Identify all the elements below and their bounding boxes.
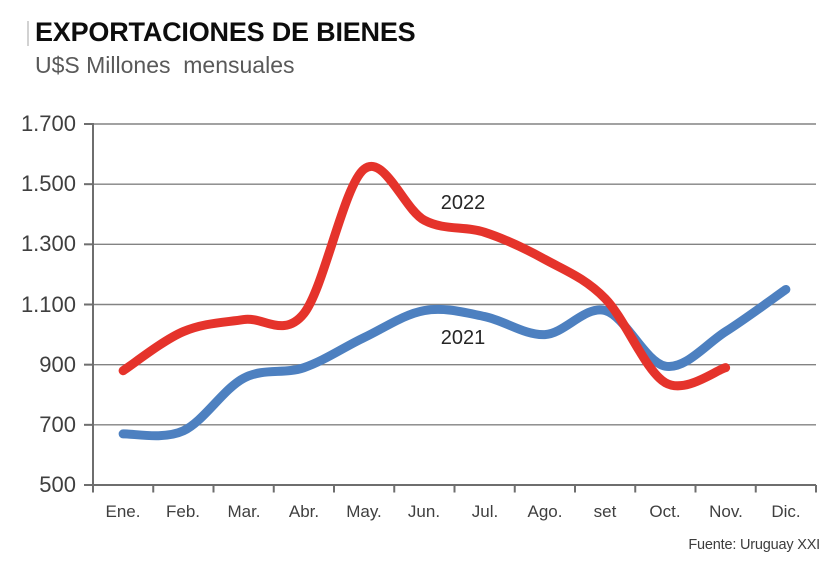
x-axis-label: Jul. (471, 502, 499, 521)
y-axis-label: 900 (39, 352, 76, 377)
x-axis-label: Ene. (105, 502, 141, 521)
source-credit: Fuente: Uruguay XXI (688, 537, 820, 553)
x-axis-label: Dic. (771, 502, 801, 521)
x-axis-label: Abr. (288, 502, 320, 521)
series-label-2021: 2021 (440, 327, 486, 349)
x-axis-label: May. (346, 502, 382, 521)
accent-divider (27, 21, 29, 46)
page-title: EXPORTACIONES DE BIENES (35, 17, 416, 47)
x-axis-label: Jun. (407, 502, 441, 521)
x-axis-label: Feb. (165, 502, 201, 521)
y-axis-label: 1.300 (20, 231, 76, 256)
y-axis-label: 500 (39, 472, 76, 497)
x-axis-label: Oct. (649, 502, 681, 521)
x-axis-label: Nov. (709, 502, 743, 521)
page-subtitle: U$S Millones mensuales (35, 52, 295, 78)
x-axis-label: set (593, 502, 617, 521)
y-axis-label: 1.100 (20, 292, 76, 317)
x-axis-label: Ago. (527, 502, 563, 521)
y-axis-label: 700 (39, 412, 76, 437)
y-axis-label: 1.500 (20, 171, 76, 196)
series-label-2022: 2022 (440, 192, 486, 214)
y-axis-label: 1.700 (20, 111, 76, 136)
x-axis-label: Mar. (227, 502, 261, 521)
